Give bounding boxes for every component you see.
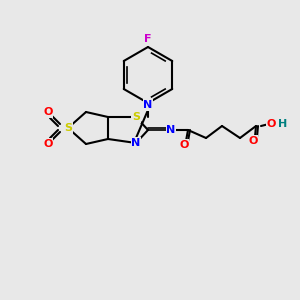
Text: O: O (43, 107, 53, 117)
Text: S: S (132, 112, 140, 122)
Text: O: O (179, 140, 189, 150)
Text: N: N (167, 125, 176, 135)
Text: O: O (266, 119, 276, 129)
Text: S: S (64, 123, 72, 133)
Text: O: O (248, 136, 258, 146)
Text: N: N (143, 100, 153, 110)
Text: F: F (144, 34, 152, 44)
Text: O: O (43, 139, 53, 149)
Text: H: H (278, 119, 288, 129)
Text: N: N (131, 138, 141, 148)
